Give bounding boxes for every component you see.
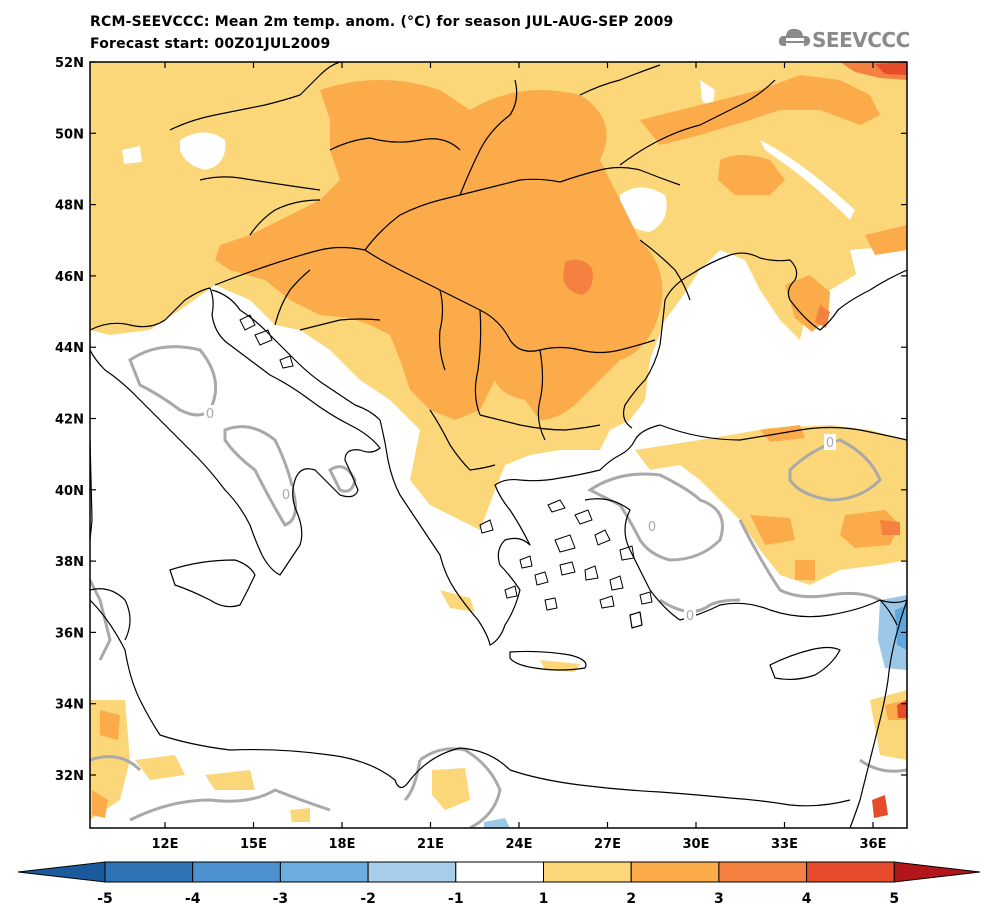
anomaly-4-5-fill — [872, 62, 907, 818]
lon-tick-label: 27E — [594, 837, 621, 852]
colorbar: -5 -4 -3 -2 -1 1 2 3 4 5 — [17, 861, 981, 907]
map-plot-area — [90, 62, 907, 828]
lon-tick-label: 18E — [329, 837, 356, 852]
anomaly-minus-2-3-fill — [895, 605, 907, 650]
colorbar-segment — [630, 861, 720, 883]
colorbar-segment — [367, 861, 457, 883]
colorbar-right-arrow — [893, 861, 981, 883]
colorbar-left-arrow — [17, 861, 106, 883]
anomaly-2-3-fill — [92, 75, 907, 818]
lon-tick-label: 24E — [506, 837, 533, 852]
coastlines-and-borders — [90, 62, 907, 828]
colorbar-tick-label: 4 — [802, 891, 812, 907]
colorbar-tick-label: 3 — [714, 891, 724, 907]
lat-tick-label: 42N — [55, 413, 84, 428]
colorbar-segment — [543, 861, 632, 883]
colorbar-tick-label: 1 — [539, 891, 549, 907]
latitude-axis: 52N 50N 48N 46N 44N 42N 40N 38N 36N 34N 32N — [55, 56, 907, 784]
lat-tick-label: 38N — [55, 555, 84, 570]
lon-tick-label: 33E — [771, 837, 798, 852]
colorbar-tick-label: -2 — [360, 891, 376, 907]
no-anomaly-patch — [620, 187, 667, 232]
aegean-islands — [239, 314, 653, 611]
lat-tick-label: 48N — [55, 199, 84, 214]
colorbar-tick-label: -1 — [448, 891, 464, 907]
no-anomaly-patch — [760, 140, 855, 220]
contour-label-background — [280, 486, 292, 502]
contour-label: 0 — [282, 488, 290, 503]
contour-label-background — [204, 405, 216, 421]
zero-contour-labels: 0 0 0 0 0 — [204, 405, 836, 624]
lat-tick-label: 34N — [55, 698, 84, 713]
contour-label: 0 — [206, 407, 214, 422]
lon-tick-label: 21E — [417, 837, 444, 852]
lat-tick-label: 40N — [55, 484, 84, 499]
lon-tick-label: 15E — [240, 837, 267, 852]
no-anomaly-patch — [122, 146, 142, 164]
lon-tick-label: 12E — [152, 837, 179, 852]
contour-label-background — [824, 434, 836, 450]
logo-text: SEEVCCC — [812, 28, 910, 52]
no-anomaly-patch — [850, 245, 907, 300]
contour-label: 0 — [826, 436, 834, 451]
colorbar-segment — [104, 861, 194, 883]
map-frame — [89, 61, 908, 829]
lat-tick-label: 46N — [55, 270, 84, 285]
lon-tick-label: 30E — [683, 837, 710, 852]
lat-tick-label: 52N — [55, 56, 84, 71]
colorbar-tick-label: 5 — [889, 891, 899, 907]
contour-label-background — [646, 518, 658, 534]
colorbar-tick-label: -5 — [97, 891, 113, 907]
lat-tick-label: 50N — [55, 127, 84, 142]
forecast-start-label: Forecast start: 00Z01JUL2009 — [90, 36, 331, 52]
seevccc-logo: SEEVCCC — [778, 24, 938, 56]
lat-tick-label: 44N — [55, 341, 84, 356]
colorbar-tick-label: -3 — [273, 891, 289, 907]
lon-tick-label: 36E — [860, 837, 887, 852]
cloud-icon — [778, 28, 810, 46]
contour-label: 0 — [648, 520, 656, 535]
lat-tick-label: 36N — [55, 626, 84, 641]
colorbar-segment — [455, 861, 544, 883]
contour-label: 0 — [686, 609, 694, 624]
lat-tick-label: 32N — [55, 769, 84, 784]
colorbar-segment — [279, 861, 369, 883]
colorbar-segment — [718, 861, 808, 883]
colorbar-segment — [806, 861, 895, 883]
no-anomaly-patch — [180, 132, 226, 170]
colorbar-segment — [192, 861, 281, 883]
contour-label-background — [684, 607, 696, 623]
map-title: RCM-SEEVCCC: Mean 2m temp. anom. (°C) fo… — [90, 14, 674, 30]
colorbar-tick-label: 2 — [626, 891, 636, 907]
colorbar-tick-label: -4 — [185, 891, 201, 907]
longitude-axis: 12E 15E 18E 21E 24E 27E 30E 33E 36E — [152, 62, 887, 852]
